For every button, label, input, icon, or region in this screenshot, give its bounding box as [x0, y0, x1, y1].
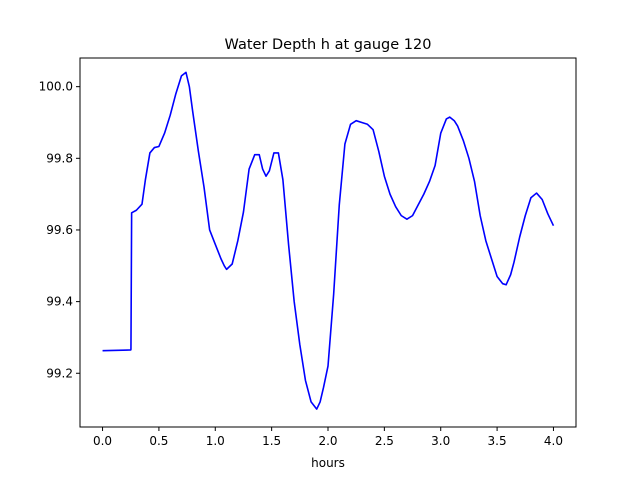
y-tick-label: 99.6: [46, 223, 73, 237]
plot-area-frame: [79, 57, 577, 428]
x-axis: 0.0 0.5 1.0 1.5 2.0 2.5 3.0 3.5 4.0: [93, 427, 563, 448]
y-tick-label: 99.8: [46, 151, 73, 165]
x-tick-label: 3.5: [488, 434, 507, 448]
y-tick-label: 100.0: [39, 80, 73, 94]
x-axis-label: hours: [311, 456, 345, 470]
x-tick-label: 3.0: [431, 434, 450, 448]
series-line-0: [102, 71, 555, 410]
y-axis: 99.2 99.4 99.6 99.8 100.0: [39, 80, 80, 380]
chart-title: Water Depth h at gauge 120: [225, 37, 432, 53]
x-tick-label: 4.0: [544, 434, 563, 448]
x-tick-label: 2.0: [318, 434, 337, 448]
x-tick-label: 1.0: [206, 434, 225, 448]
x-tick-label: 1.5: [262, 434, 281, 448]
x-tick-label: 0.0: [93, 434, 112, 448]
y-tick-label: 99.4: [46, 295, 73, 309]
x-tick-label: 2.5: [375, 434, 394, 448]
x-tick-label: 0.5: [149, 434, 168, 448]
y-tick-label: 99.2: [46, 366, 73, 380]
